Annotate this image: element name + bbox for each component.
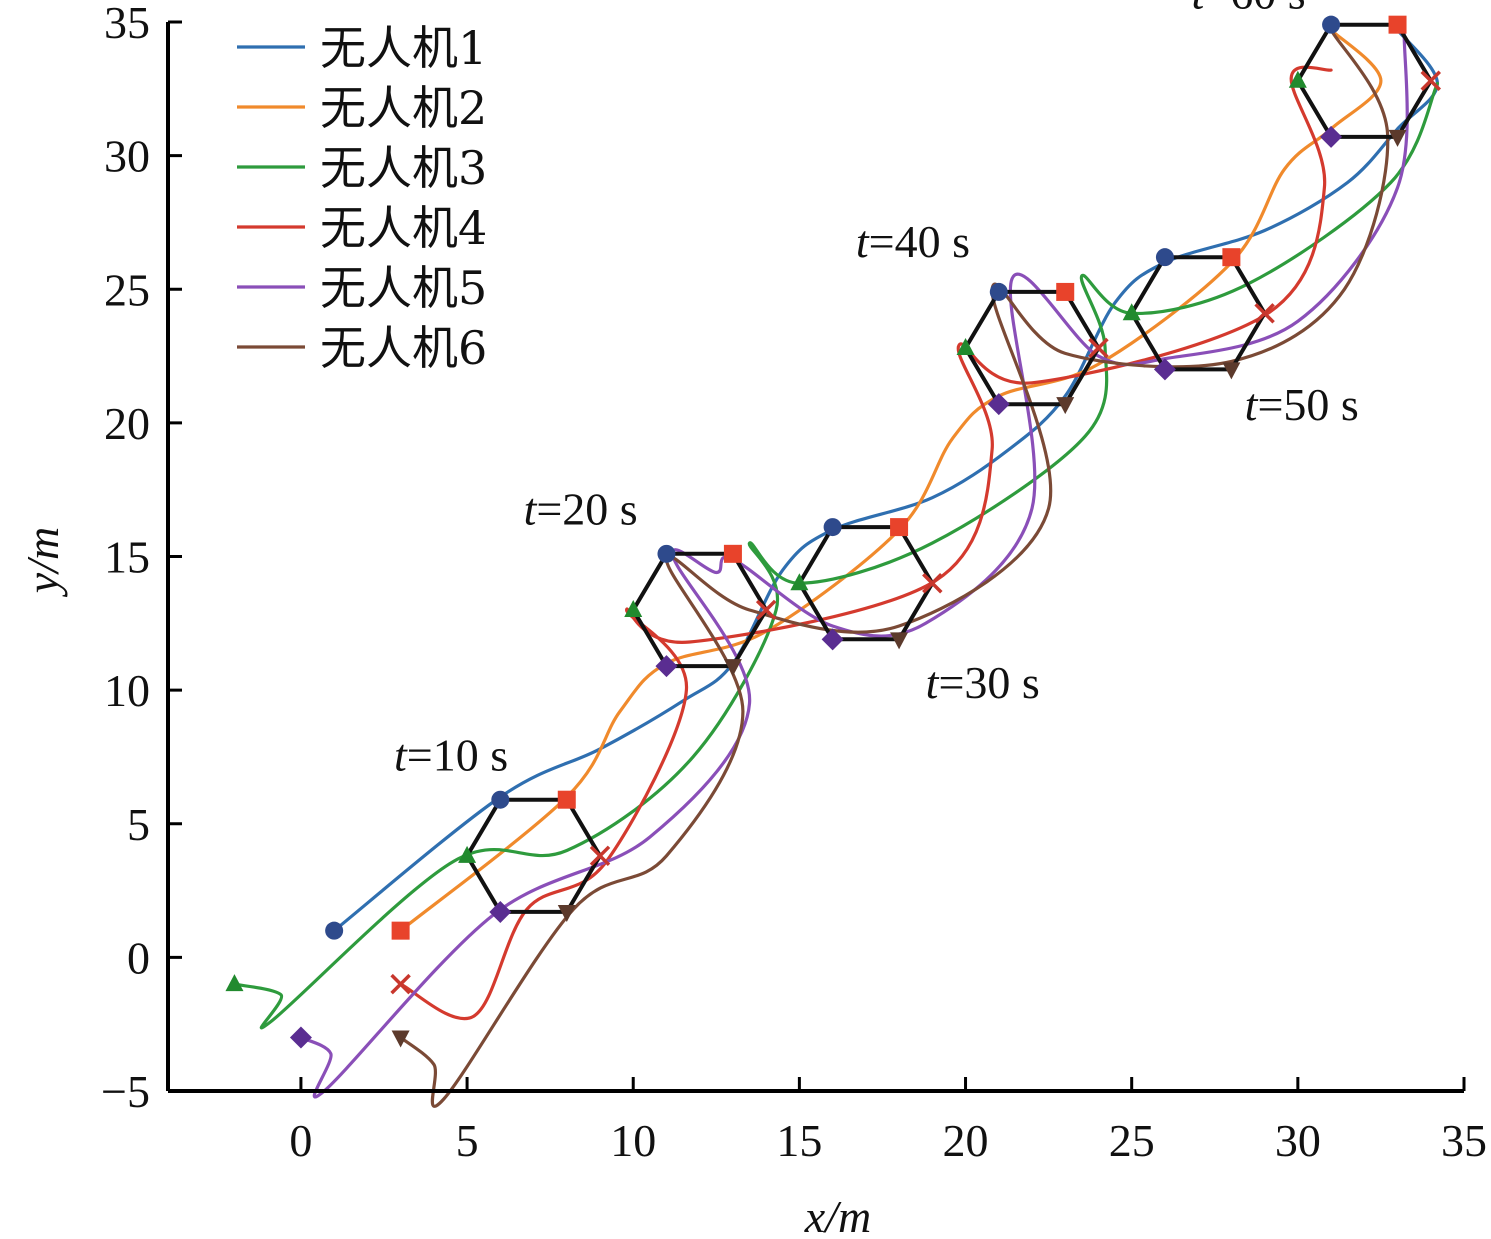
legend: 无人机1 无人机2 无人机3 无人机4 无人机5 无人机6 xyxy=(237,21,487,375)
time-annotation-6: t=60 s xyxy=(1192,0,1306,19)
formation-marker-uav-1-4 xyxy=(989,282,1008,301)
x-axis-label: x/m xyxy=(804,1191,871,1239)
y-tick-label-25: 25 xyxy=(104,264,150,315)
formation-marker-uav-4-1 xyxy=(589,845,611,867)
y-tick-label-35: 35 xyxy=(104,0,150,48)
x-tick-label-0: 0 xyxy=(289,1115,312,1166)
formation-marker-uav-3-4 xyxy=(956,338,975,356)
formation-marker-uav-2-1 xyxy=(557,790,576,809)
trajectory-uav-6 xyxy=(399,28,1390,1108)
y-ticks: −5 0 5 10 15 20 25 30 35 xyxy=(101,0,182,1117)
formation-marker-uav-2-4 xyxy=(1056,282,1075,301)
trajectory-uav-2 xyxy=(399,28,1383,933)
legend-label-uav-2: 无人机2 xyxy=(320,81,487,135)
time-annotation-1: t=10 s xyxy=(394,729,508,780)
y-tick-label-20: 20 xyxy=(104,398,150,449)
start-marker-uav-2 xyxy=(391,921,410,940)
formation-marker-uav-2-6 xyxy=(1388,15,1407,34)
x-tick-label-25: 25 xyxy=(1109,1115,1155,1166)
time-annotations: t=10 s t=20 s t=30 s t=40 s t=50 s t=60 s xyxy=(394,0,1359,780)
y-tick-label-15: 15 xyxy=(104,532,150,583)
start-marker-uav-1 xyxy=(325,921,344,940)
legend-label-uav-1: 无人机1 xyxy=(320,21,487,75)
y-tick-label-0: 0 xyxy=(127,932,150,983)
time-annotation-3: t=30 s xyxy=(926,657,1040,708)
y-tick-label-10: 10 xyxy=(104,665,150,716)
formation-marker-uav-6-5 xyxy=(1222,362,1241,380)
start-marker-uav-4 xyxy=(390,973,411,995)
x-tick-label-10: 10 xyxy=(610,1115,656,1166)
time-annotation-2: t=20 s xyxy=(524,483,638,534)
formation-layer xyxy=(464,22,1434,914)
formation-marker-uav-5-5 xyxy=(1153,358,1176,381)
x-tick-label-35: 35 xyxy=(1441,1115,1487,1166)
start-marker-uav-6 xyxy=(391,1030,410,1048)
legend-label-uav-5: 无人机5 xyxy=(320,261,487,315)
marker-layer xyxy=(225,15,1442,1049)
formation-marker-uav-1-2 xyxy=(657,544,676,563)
formation-marker-uav-5-3 xyxy=(821,628,844,651)
trajectory-uav-1 xyxy=(332,28,1439,933)
y-tick-label-30: 30 xyxy=(104,131,150,182)
x-ticks: 0 5 10 15 20 25 30 35 xyxy=(289,1077,1487,1166)
formation-marker-uav-4-2 xyxy=(755,599,777,621)
time-annotation-5: t=50 s xyxy=(1245,379,1359,430)
x-tick-label-15: 15 xyxy=(776,1115,822,1166)
formation-marker-uav-1-3 xyxy=(823,518,842,537)
formation-hexagon-6 xyxy=(1295,22,1434,139)
formation-marker-uav-4-5 xyxy=(1254,303,1275,324)
formation-marker-uav-4-4 xyxy=(1088,337,1109,359)
y-tick-label--5: −5 xyxy=(101,1066,150,1117)
formation-marker-uav-5-4 xyxy=(987,393,1010,416)
formation-marker-uav-2-2 xyxy=(723,544,742,563)
formation-marker-uav-2-3 xyxy=(890,518,909,537)
formation-marker-uav-6-4 xyxy=(1056,397,1075,415)
trajectory-uav-4 xyxy=(399,65,1333,1021)
formation-marker-uav-5-2 xyxy=(655,655,678,678)
time-annotation-4: t=40 s xyxy=(856,216,970,267)
formation-marker-uav-6-2 xyxy=(723,659,742,677)
formation-marker-uav-3-5 xyxy=(1122,303,1141,321)
formation-marker-uav-3-6 xyxy=(1288,70,1307,88)
start-marker-uav-5 xyxy=(289,1026,312,1049)
formation-marker-uav-4-3 xyxy=(922,572,943,594)
legend-label-uav-6: 无人机6 xyxy=(320,321,487,375)
start-marker-uav-3 xyxy=(225,974,244,992)
formation-marker-uav-1-5 xyxy=(1155,248,1174,267)
formation-marker-uav-3-3 xyxy=(790,573,809,591)
y-axis-label: y/m xyxy=(17,527,68,597)
formation-marker-uav-5-1 xyxy=(489,900,512,923)
x-tick-label-30: 30 xyxy=(1275,1115,1321,1166)
formation-marker-uav-6-1 xyxy=(557,904,576,922)
x-tick-label-5: 5 xyxy=(456,1115,479,1166)
formation-marker-uav-1-1 xyxy=(491,790,510,809)
formation-marker-uav-3-1 xyxy=(458,845,477,863)
legend-label-uav-4: 无人机4 xyxy=(320,201,487,255)
formation-marker-uav-4-6 xyxy=(1420,70,1442,92)
formation-marker-uav-6-6 xyxy=(1388,129,1407,147)
formation-marker-uav-5-6 xyxy=(1320,125,1343,148)
formation-marker-uav-1-6 xyxy=(1322,15,1341,34)
y-tick-label-5: 5 xyxy=(127,799,150,850)
formation-marker-uav-2-5 xyxy=(1222,248,1241,267)
x-tick-label-20: 20 xyxy=(943,1115,989,1166)
formation-marker-uav-3-2 xyxy=(624,599,643,617)
legend-label-uav-3: 无人机3 xyxy=(320,141,487,195)
formation-marker-uav-6-3 xyxy=(890,632,909,650)
